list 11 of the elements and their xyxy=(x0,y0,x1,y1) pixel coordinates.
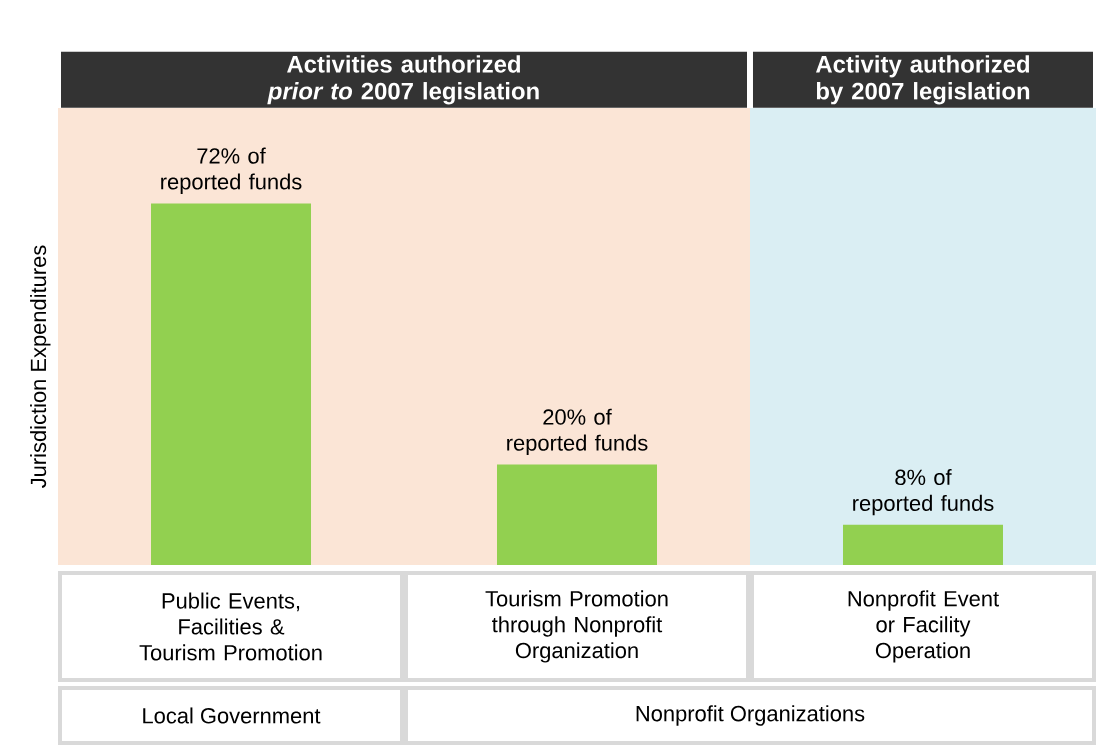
text: Local Government xyxy=(143,707,321,724)
text: Nonprofit Organizations xyxy=(636,705,865,726)
x-tick-label: Public Events, Facilities & Tourism Promotion xyxy=(139,592,322,661)
data-label: 8% of reported funds xyxy=(853,469,994,516)
y-axis-title: Jurisdiction Expenditures xyxy=(30,245,51,488)
data-label: 20% of reported funds xyxy=(507,408,648,456)
band-label: Activities authorized prior to 2007 legislation xyxy=(267,55,539,105)
x-tick-label: Nonprofit Event or Facility Operation xyxy=(848,590,999,663)
x-tick-label: Tourism Promotion through Nonprofit Organization xyxy=(485,590,668,663)
data-label: 72% of reported funds xyxy=(161,147,302,194)
band-label: Activity authorized by 2007 legislation xyxy=(815,55,1030,105)
